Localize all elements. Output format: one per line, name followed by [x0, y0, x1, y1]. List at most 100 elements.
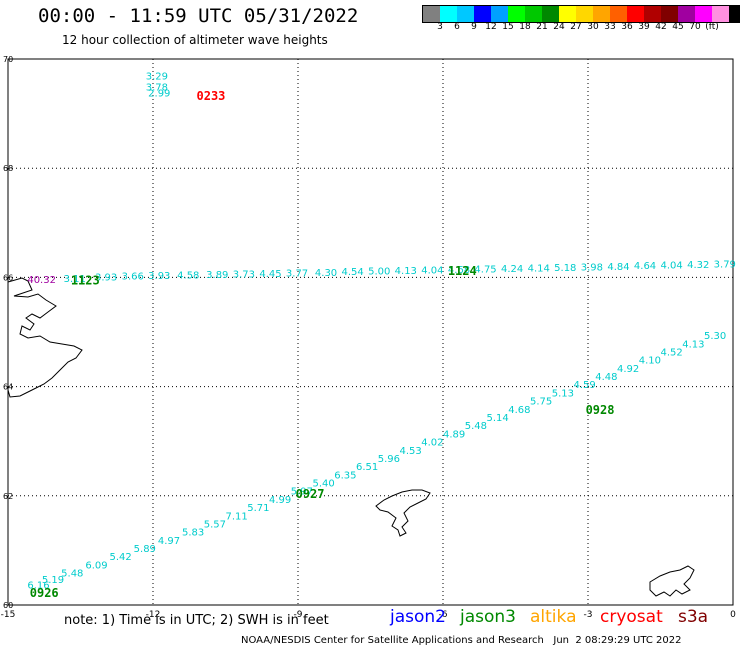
colorbar-label: 3	[437, 22, 443, 32]
swh-value: 5.71	[247, 503, 269, 514]
colorbar-swatch	[542, 6, 559, 22]
swh-value: 4.52	[661, 347, 683, 358]
swh-value: 5.40	[313, 479, 335, 490]
swh-value: 3.89	[206, 270, 228, 281]
swh-value: 4.10	[639, 356, 661, 367]
x-tick-label: -12	[146, 610, 161, 620]
colorbar-swatch	[474, 6, 491, 22]
colorbar-swatch	[678, 6, 695, 22]
swh-value: 4.13	[395, 266, 417, 277]
swh-value: 3.98	[581, 262, 603, 273]
pass-time-label: 0926	[30, 586, 59, 600]
swh-value: 5.57	[204, 519, 226, 530]
swh-value: 3.77	[286, 268, 308, 279]
swh-value: 5.18	[554, 263, 576, 274]
swh-value: 5.83	[182, 528, 204, 539]
swh-value: 6.09	[85, 560, 107, 571]
swh-value: 3.29	[146, 72, 168, 83]
pass-time-label: 0233	[197, 89, 226, 103]
shetland-coast	[649, 565, 695, 597]
y-tick-label: 60	[3, 601, 13, 610]
swh-value: 4.92	[617, 364, 639, 375]
colorbar-label: 24	[553, 22, 565, 32]
colorbar-swatch	[423, 6, 440, 22]
legend-altika: altika	[530, 607, 577, 627]
swh-value: 5.14	[487, 413, 509, 424]
colorbar-swatch	[661, 6, 678, 22]
swh-value: 5.97	[291, 487, 313, 498]
swh-value: 7.11	[226, 511, 248, 522]
colorbar-swatch	[508, 6, 525, 22]
track-jason3: 40.32 3.11 3.93 3.66 3.93 4.58 3.89 3.73 4.45 3.7…	[27, 260, 736, 288]
colorbar-swatch	[695, 6, 712, 22]
swh-value: 5.75	[530, 397, 552, 408]
swh-value: 4.75	[474, 264, 496, 275]
swh-value: 4.14	[528, 263, 550, 274]
legend-jason3: jason3	[460, 607, 516, 627]
colorbar-swatch	[559, 6, 576, 22]
colorbar-label: 39	[638, 22, 650, 32]
colorbar-swatch	[491, 6, 508, 22]
pass-time-label: 0928	[586, 403, 615, 417]
iceland-coast	[7, 277, 83, 398]
map-border	[7, 58, 734, 606]
colorbar-label: (ft)	[705, 22, 719, 32]
swh-value: 4.24	[501, 264, 523, 275]
y-tick-label: 70	[3, 55, 13, 64]
swh-value: 4.02	[421, 438, 443, 449]
swh-value: 4.48	[595, 372, 617, 383]
colorbar-swatch	[457, 6, 474, 22]
colorbar-label: 21	[536, 22, 548, 32]
swh-value: 4.04	[661, 261, 683, 272]
swh-value: 3.79	[714, 260, 736, 271]
legend-jason2: jason2	[390, 607, 446, 627]
swh-value: 3.73	[233, 269, 255, 280]
colorbar-swatch	[644, 6, 661, 22]
swh-value: 4.58	[177, 270, 199, 281]
swh-value: 4.30	[315, 268, 337, 279]
swh-value: 3.93	[95, 273, 117, 284]
swh-value: 6.16	[27, 581, 49, 592]
track-jason3: 6.165.195.486.095.425.894.975.835.577.11…	[27, 331, 726, 600]
swh-value: 4.84	[607, 262, 629, 273]
swh-value: 4.64	[634, 261, 656, 272]
swh-value: 4.53	[400, 446, 422, 457]
x-tick-label: -3	[584, 610, 593, 620]
swh-value: 5.48	[61, 569, 83, 580]
y-tick-label: 62	[3, 492, 13, 501]
x-tick-label: -15	[1, 610, 16, 620]
colorbar-label: 12	[485, 22, 497, 32]
swh-value: 6.35	[334, 470, 356, 481]
colorbar-swatch	[440, 6, 457, 22]
swh-value: 4.89	[443, 429, 465, 440]
coastlines	[7, 277, 695, 597]
swh-value: 5.42	[110, 552, 132, 563]
swh-value: 6.51	[356, 462, 378, 473]
colorbar-swatch	[712, 6, 729, 22]
colorbar-label: 9	[471, 22, 477, 32]
units-note: note: 1) Time is in UTC; 2) SWH is in fe…	[64, 613, 329, 628]
pass-time-label: 1124	[448, 264, 477, 278]
colorbar-label: 33	[604, 22, 616, 32]
swh-value: 5.48	[465, 421, 487, 432]
swh-value: 4.68	[508, 405, 530, 416]
swh-value: 4.04	[421, 266, 443, 277]
swh-value: 40.32	[27, 275, 56, 286]
faroe-islands	[375, 489, 431, 537]
colorbar-swatch	[576, 6, 593, 22]
y-tick-label: 68	[3, 164, 13, 173]
x-tick-label: 0	[730, 610, 736, 620]
colorbar-label: 30	[587, 22, 599, 32]
colorbar-swatch	[729, 6, 740, 22]
swh-value: 3.93	[148, 271, 170, 282]
swh-value: 4.54	[342, 267, 364, 278]
colorbar-label: 36	[621, 22, 633, 32]
colorbar-label: 45	[672, 22, 684, 32]
swh-value: 4.97	[158, 536, 180, 547]
swh-value: 5.13	[552, 388, 574, 399]
map-frame	[7, 58, 734, 606]
swh-value: 4.45	[259, 269, 281, 280]
colorbar-label: 42	[655, 22, 667, 32]
